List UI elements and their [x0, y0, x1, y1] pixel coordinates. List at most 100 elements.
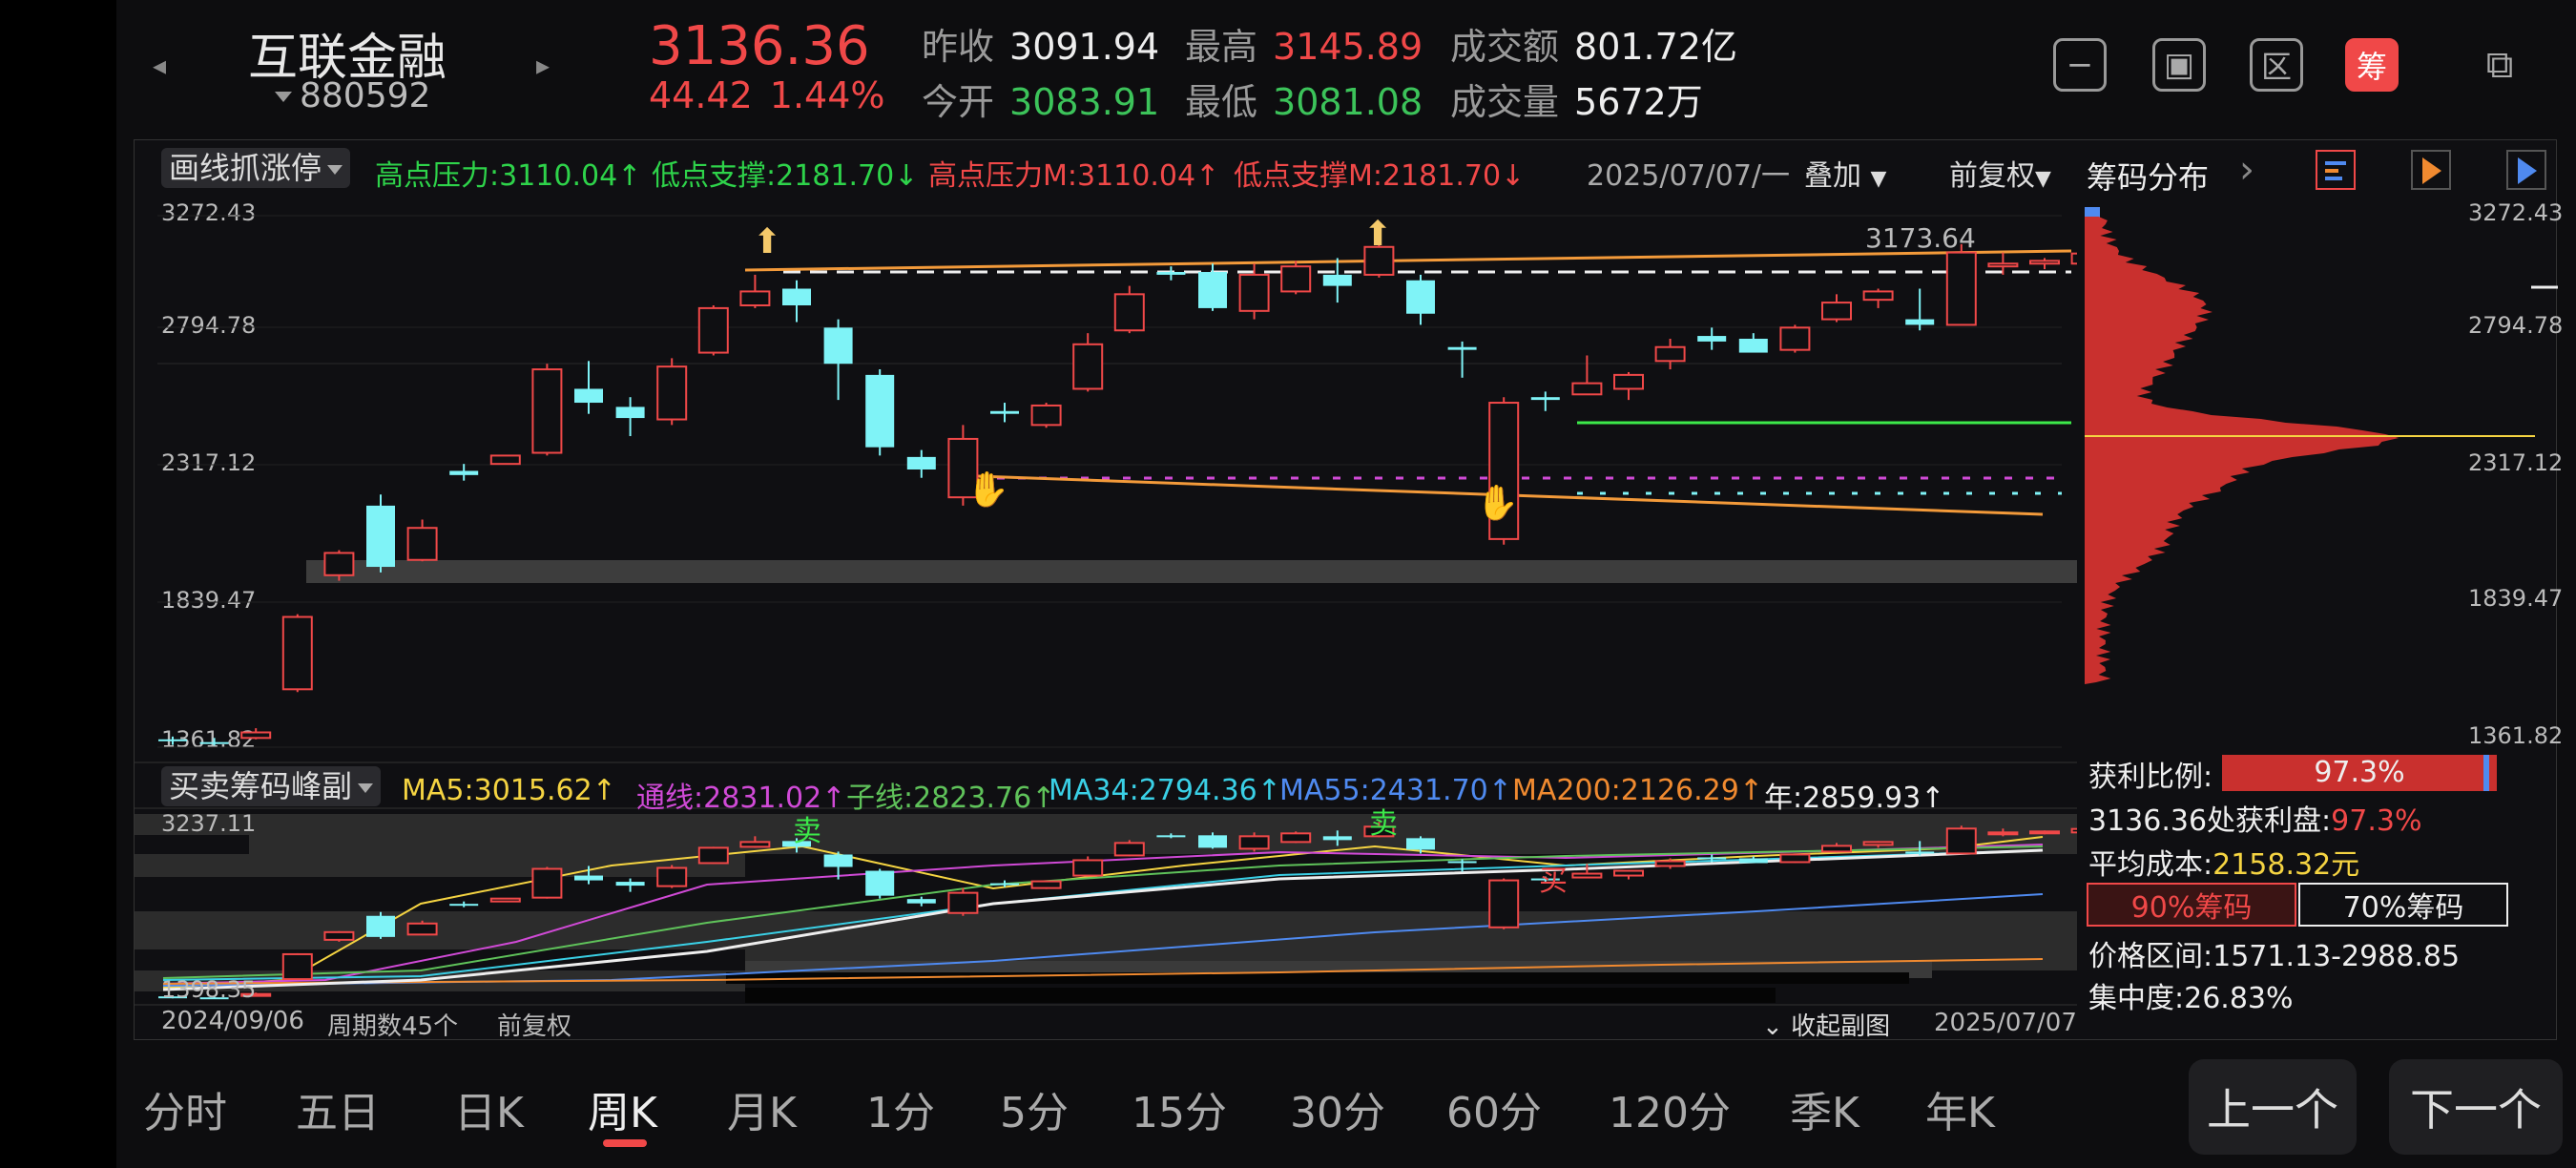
- candle-body: [1862, 841, 1894, 846]
- candle-body: [782, 288, 811, 305]
- candle-body: [1905, 851, 1935, 854]
- tab-season-k[interactable]: 季K: [1790, 1089, 1859, 1137]
- sub-chart: 卖 卖 买: [135, 807, 2077, 1003]
- sell-marker: 卖: [1369, 807, 1398, 841]
- stat-open: 今开 3083.91: [922, 81, 1160, 123]
- active-tab-indicator: [603, 1139, 647, 1147]
- candle-body: [1198, 835, 1227, 848]
- tab-30min[interactable]: 30分: [1290, 1089, 1385, 1137]
- year-line-label: 年:2859.93↑: [1764, 782, 1945, 815]
- prev-button[interactable]: 上一个: [2189, 1059, 2357, 1155]
- candle-body: [281, 952, 313, 981]
- tab-fenshi[interactable]: 分时: [143, 1089, 227, 1137]
- price-range: 价格区间:1571.13-2988.85: [2088, 940, 2461, 973]
- chevron-down-icon: [358, 783, 374, 793]
- candle-body: [240, 992, 272, 997]
- top-marker-icon: ⬆: [1363, 215, 1392, 254]
- candle-body: [158, 739, 187, 741]
- chip-distribution-icon[interactable]: 筹: [2345, 38, 2399, 92]
- indicator-low-support-m: 低点支撑M:2181.70↓: [1234, 159, 1526, 193]
- tab-5min[interactable]: 5分: [1000, 1089, 1069, 1137]
- candle-body: [1447, 346, 1477, 350]
- next-button[interactable]: 下一个: [2389, 1059, 2563, 1155]
- candle-body: [366, 505, 395, 568]
- candle-body: [1530, 397, 1560, 401]
- candle-body: [1571, 382, 1603, 396]
- candle-body: [865, 374, 895, 448]
- stock-code: 880592: [300, 76, 431, 115]
- chevron-right-icon[interactable]: ›: [2239, 148, 2254, 192]
- next-stock-arrow-icon[interactable]: ▸: [536, 50, 551, 81]
- stock-app: ◂ ▸ 互联金融 880592 3136.36 44.42 1.44% 昨收 309…: [116, 0, 2576, 1168]
- candle-body: [615, 407, 645, 419]
- tab-60min[interactable]: 60分: [1446, 1089, 1542, 1137]
- stat-turnover: 成交额 801.72亿: [1450, 26, 1737, 68]
- tab-month-k[interactable]: 月K: [727, 1089, 797, 1137]
- candle-body: [1113, 293, 1145, 332]
- tab-1min[interactable]: 1分: [866, 1089, 935, 1137]
- candle-body: [1821, 302, 1852, 321]
- cost-y-3: 1839.47: [2468, 585, 2564, 612]
- region-icon[interactable]: 区: [2250, 38, 2303, 92]
- minus-icon[interactable]: −: [2053, 38, 2107, 92]
- chip-mode-1-icon[interactable]: [2316, 150, 2356, 190]
- candle-body: [1488, 402, 1520, 540]
- marker-icons: ⬆ ⬆ ✋ ✋: [753, 215, 1519, 523]
- overlay-selector[interactable]: 叠加 ▼: [1804, 159, 1887, 193]
- tab-wuri[interactable]: 五日: [296, 1089, 380, 1137]
- sub-y-bottom: 1398.35: [161, 976, 256, 1003]
- sub-indicator-selector[interactable]: 买卖筹码峰副: [161, 766, 382, 806]
- chip-mode-2-icon[interactable]: [2411, 150, 2451, 190]
- candle-body: [1072, 343, 1104, 390]
- price-change: 44.42 1.44%: [649, 74, 885, 116]
- last-price: 3136.36: [649, 15, 870, 77]
- period-count: 周期数45个: [327, 1012, 459, 1041]
- profit-ratio-value: 97.3%: [2314, 756, 2405, 789]
- candle-body: [906, 899, 936, 904]
- tab-15min[interactable]: 15分: [1132, 1089, 1227, 1137]
- candle-body: [1738, 858, 1768, 864]
- code-dropdown-icon[interactable]: [275, 92, 292, 102]
- cost-panel-title: 筹码分布: [2087, 159, 2210, 196]
- candle-body: [1945, 251, 1977, 326]
- pct70-button[interactable]: 70%筹码: [2298, 883, 2508, 927]
- adjust-selector[interactable]: 前复权▼: [1949, 159, 2051, 193]
- candle-body: [739, 290, 771, 306]
- candle-body: [406, 527, 438, 561]
- candlestick-chart[interactable]: 3173.64 ⬆ ⬆ ✋ ✋: [135, 140, 2077, 1041]
- hand-marker-icon: ✋: [1476, 483, 1519, 523]
- cursor-date: 2025/07/07/一: [1587, 159, 1791, 193]
- buy-marker: 买: [1539, 865, 1568, 898]
- candle-body: [656, 365, 688, 421]
- draw-mode-selector[interactable]: 画线抓涨停: [161, 148, 351, 188]
- candle-body: [1363, 825, 1395, 838]
- phone-rotate-icon[interactable]: ⧉: [2485, 43, 2514, 87]
- prev-stock-arrow-icon[interactable]: ◂: [153, 50, 167, 81]
- tab-120min[interactable]: 120分: [1609, 1089, 1731, 1137]
- screen-icon[interactable]: ▣: [2152, 38, 2206, 92]
- profit-ratio-label: 获利比例:: [2088, 761, 2213, 794]
- candle-body: [2029, 830, 2060, 835]
- candle-body: [1363, 245, 1395, 276]
- tab-year-k[interactable]: 年K: [1925, 1089, 1995, 1137]
- candle-body: [1987, 831, 2019, 836]
- chip-mode-3-icon[interactable]: [2506, 150, 2546, 190]
- tab-day-k[interactable]: 日K: [454, 1089, 524, 1137]
- tab-week-k[interactable]: 周K: [588, 1089, 657, 1137]
- collapse-subchart-button[interactable]: ⌄ 收起副图: [1762, 1012, 1891, 1041]
- hand-marker-icon: ✋: [966, 469, 1009, 510]
- profit-ratio-bar: 97.3%: [2222, 755, 2497, 791]
- left-black-margin: [0, 0, 116, 1168]
- indicator-toolbar: 画线抓涨停 高点压力:3110.04↑ 低点支撑:2181.70↓ 高点压力M:…: [135, 140, 2071, 196]
- period-tabs: 分时 五日 日K 周K 月K 1分 5分 15分 30分 60分 120分 季K…: [116, 1057, 2576, 1168]
- candle-body: [1654, 860, 1686, 867]
- pct90-button[interactable]: 90%筹码: [2087, 883, 2296, 927]
- candle-body: [782, 841, 811, 847]
- candle-body: [240, 731, 272, 740]
- candle-body: [1987, 262, 2019, 268]
- candle-body: [1406, 280, 1435, 314]
- y-label-3: 1839.47: [161, 587, 257, 614]
- candle-body: [1238, 835, 1270, 850]
- candle-body: [1613, 373, 1644, 390]
- zixian-label: 子线:2823.76↑: [846, 782, 1056, 815]
